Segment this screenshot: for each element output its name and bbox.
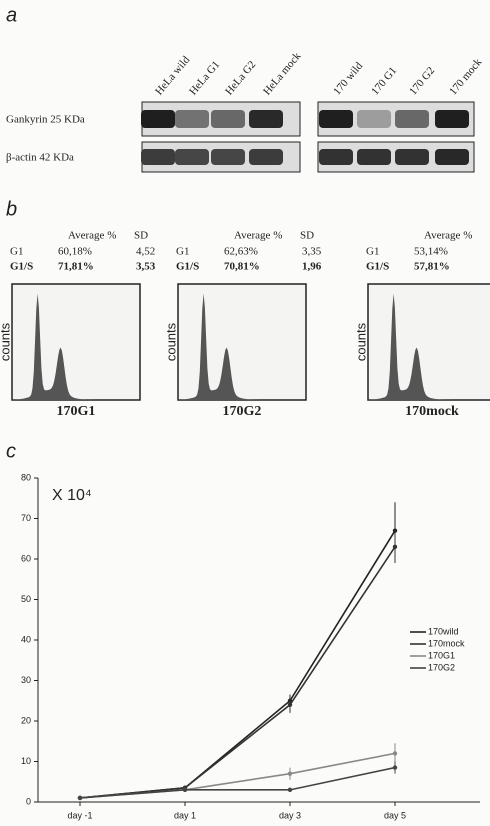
histogram: [368, 293, 490, 400]
table-cell: G1: [366, 246, 379, 258]
y-tick-label: 50: [21, 594, 31, 604]
table-cell: G1: [10, 246, 23, 258]
x-tick-label: day -1: [67, 810, 92, 820]
marker: [392, 544, 398, 550]
band: [395, 110, 429, 128]
histogram: [12, 293, 140, 400]
legend-label: 170G1: [428, 650, 455, 660]
marker: [287, 771, 293, 776]
table-header: Average %: [424, 230, 472, 242]
table-header: Average %: [68, 230, 116, 242]
y-tick-label: 30: [21, 675, 31, 685]
table-cell: 3,35: [302, 246, 322, 258]
marker: [392, 751, 398, 756]
panel-letter: c: [6, 440, 16, 462]
band: [141, 110, 175, 128]
band: [357, 149, 391, 165]
legend-label: 170wild: [428, 626, 459, 636]
axis-label: counts: [163, 322, 178, 361]
y-tick-label: 0: [26, 796, 31, 806]
band: [141, 149, 175, 165]
histogram-frame: [367, 283, 490, 401]
table-cell: 4,52: [136, 246, 155, 258]
table-cell: G1/S: [366, 261, 389, 273]
table-header: SD: [134, 230, 148, 242]
band: [249, 110, 283, 128]
row-label: β-actin 42 KDa: [6, 152, 74, 164]
table-header: SD: [300, 230, 314, 242]
x-tick-label: day 3: [279, 810, 301, 820]
marker: [287, 702, 293, 707]
axis-label: counts: [0, 322, 12, 361]
table-cell: 1,96: [302, 261, 322, 273]
series-line: [79, 546, 396, 799]
legend-label: 170mock: [428, 638, 465, 648]
band: [435, 110, 469, 128]
histogram-title: 170G1: [57, 404, 96, 419]
table-cell: G1: [176, 246, 189, 258]
y-tick-label: 40: [21, 634, 31, 644]
y-tick-label: 60: [21, 553, 31, 563]
histogram-frame: [177, 283, 307, 401]
row-label: Gankyrin 25 KDa: [6, 114, 85, 126]
table-cell: 71,81%: [58, 261, 94, 273]
band: [357, 110, 391, 128]
table-cell: G1/S: [10, 261, 33, 273]
band: [249, 149, 283, 165]
marker: [77, 795, 83, 801]
y-tick-label: 70: [21, 513, 31, 523]
table-cell: 53,14%: [414, 246, 448, 258]
band: [175, 149, 209, 165]
marker: [392, 765, 398, 770]
histogram-frame: [11, 283, 141, 401]
legend-label: 170G2: [428, 662, 455, 672]
table-cell: 60,18%: [58, 246, 92, 258]
histogram-title: 170mock: [405, 404, 459, 419]
band: [175, 110, 209, 128]
band: [435, 149, 469, 165]
table-cell: 70,81%: [224, 261, 260, 273]
table-cell: 3,53: [136, 261, 156, 273]
histogram: [178, 293, 306, 400]
marker: [287, 787, 293, 793]
x-tick-label: day 5: [384, 810, 406, 820]
table-cell: G1/S: [176, 261, 199, 273]
band: [319, 149, 353, 165]
series-line: [79, 766, 396, 799]
y-tick-label: 10: [21, 756, 31, 766]
band: [319, 110, 353, 128]
band: [211, 149, 245, 165]
band: [211, 110, 245, 128]
panel-letter: a: [6, 4, 17, 26]
y-tick-label: 20: [21, 715, 31, 725]
table-cell: 57,81%: [414, 261, 450, 273]
y-tick-label: 80: [21, 472, 31, 482]
marker: [182, 787, 188, 793]
x-tick-label: day 1: [174, 810, 196, 820]
panel-letter: b: [6, 198, 17, 220]
histogram-title: 170G2: [223, 404, 262, 419]
axis-label: counts: [353, 322, 368, 361]
table-cell: 62,63%: [224, 246, 258, 258]
band: [395, 149, 429, 165]
annotation: X 10⁴: [52, 487, 92, 504]
table-header: Average %: [234, 230, 282, 242]
